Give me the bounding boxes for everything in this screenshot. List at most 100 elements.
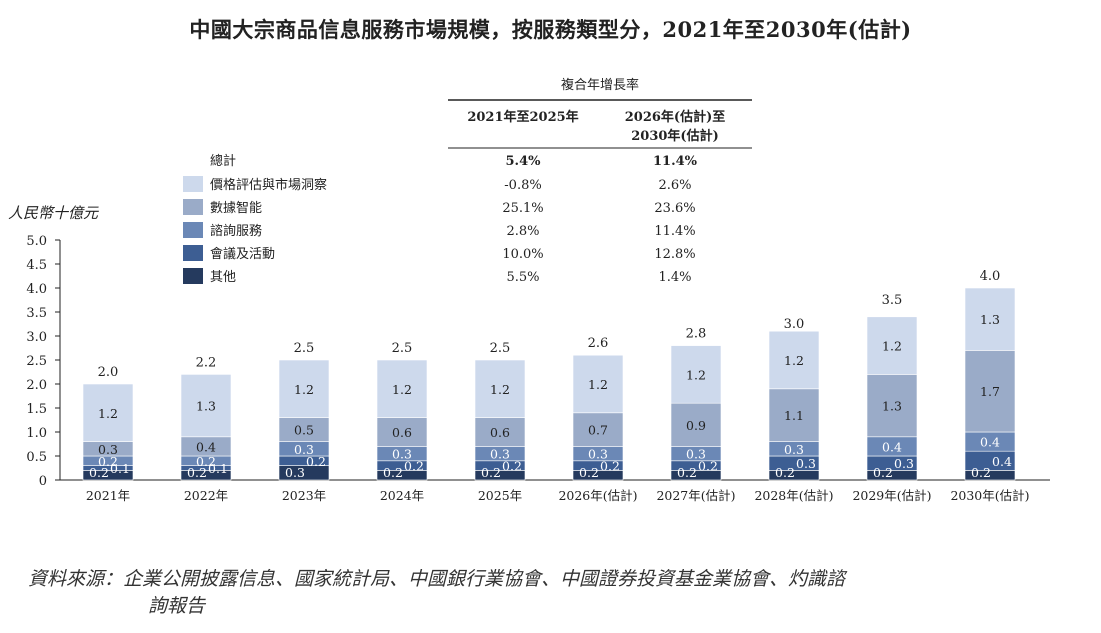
legend: 價格評估與市場洞察 -0.8% 2.6% 數據智能 25.1% 23.6% 諮詢服務 2.8%… <box>183 176 696 285</box>
total-label: 2.6 <box>588 336 609 351</box>
y-tick-label: 1.5 <box>26 402 47 417</box>
total-label: 4.0 <box>980 269 1001 284</box>
data-label: 1.1 <box>784 408 804 423</box>
data-label: 0.2 <box>502 459 522 474</box>
bar-segment <box>670 345 722 404</box>
y-tick-label: 4.5 <box>26 258 47 273</box>
bar-segment <box>376 417 428 447</box>
bar-segment <box>474 359 526 418</box>
bar-segment <box>572 354 624 414</box>
bar-segment <box>964 350 1016 433</box>
bar-segment <box>866 316 918 375</box>
data-label: 0.2 <box>873 465 893 480</box>
data-label: 1.2 <box>686 367 706 382</box>
data-label: 1.3 <box>980 312 1000 327</box>
data-label: 0.2 <box>775 465 795 480</box>
cagr-value: 2.8% <box>506 224 539 239</box>
data-label: 0.5 <box>294 423 314 438</box>
y-tick-label: 4.0 <box>26 282 47 297</box>
x-tick-label: 2030年(估計) <box>950 488 1029 503</box>
cagr-value: 23.6% <box>654 201 695 216</box>
bar-segment <box>964 287 1016 351</box>
data-label: 1.2 <box>294 382 314 397</box>
legend-label: 其他 <box>210 270 236 285</box>
bar-segment <box>376 359 428 418</box>
data-label: 0.2 <box>698 459 718 474</box>
x-tick-label: 2025年 <box>478 488 522 503</box>
x-tick-label: 2026年(估計) <box>558 488 637 503</box>
legend-swatch <box>183 245 203 261</box>
data-label: 0.2 <box>187 465 207 480</box>
bar-segment <box>768 388 820 442</box>
data-label: 0.6 <box>490 425 510 440</box>
cagr-value: 1.4% <box>658 270 691 285</box>
data-label: 0.2 <box>677 465 697 480</box>
x-tick-label: 2028年(估計) <box>754 488 833 503</box>
data-label: 0.2 <box>579 465 599 480</box>
legend-label: 價格評估與市場洞察 <box>210 177 327 193</box>
y-tick-label: 2.0 <box>26 378 47 393</box>
data-label: 0.4 <box>992 454 1012 469</box>
legend-label: 會議及活動 <box>210 247 275 262</box>
data-label: 0.9 <box>686 418 706 433</box>
data-label: 0.1 <box>110 461 130 476</box>
total-label: 3.0 <box>784 317 805 332</box>
x-tick-label: 2022年 <box>184 488 228 503</box>
total-label: 2.5 <box>392 341 413 356</box>
data-label: 0.3 <box>686 447 706 462</box>
data-label: 0.3 <box>796 456 816 471</box>
source-text-line2: 詢報告 <box>148 595 206 617</box>
cagr-value: 5.5% <box>506 270 539 285</box>
bar-segment <box>82 383 134 442</box>
cagr-value: -0.8% <box>504 178 541 193</box>
bar-segment <box>474 417 526 447</box>
bar-segment <box>768 330 820 390</box>
legend-label: 諮詢服務 <box>210 223 262 239</box>
cagr-header: 複合年增長率 <box>561 77 639 93</box>
cagr-period-1: 2021年至2025年 <box>467 109 578 125</box>
data-label: 0.2 <box>196 454 216 469</box>
data-label: 0.3 <box>392 447 412 462</box>
source-text-line1: 企業公開披露信息、國家統計局、中國銀行業協會、中國證券投資基金業協會、灼識諮 <box>123 568 846 590</box>
data-label: 1.2 <box>784 353 804 368</box>
total-label: 2.2 <box>196 355 217 370</box>
bar-segment <box>278 417 330 442</box>
data-label: 0.3 <box>98 442 118 457</box>
data-label: 0.2 <box>600 459 620 474</box>
total-label: 2.0 <box>98 365 119 380</box>
data-label: 0.1 <box>208 461 228 476</box>
data-label: 0.2 <box>306 454 326 469</box>
data-label: 1.3 <box>882 399 902 414</box>
data-label: 0.4 <box>196 439 216 454</box>
cagr-period-2-line2: 2030年(估計) <box>631 128 718 144</box>
data-label: 0.2 <box>971 465 991 480</box>
source-label: 資料來源： <box>28 568 124 590</box>
data-label: 0.4 <box>980 435 1000 450</box>
y-tick-label: 3.0 <box>26 330 47 345</box>
total-label: 2.5 <box>294 341 315 356</box>
data-label: 1.2 <box>392 382 412 397</box>
data-label: 1.2 <box>588 377 608 392</box>
bar-segment <box>572 412 624 447</box>
y-axis-label: 人民幣十億元 <box>8 204 99 222</box>
x-tick-label: 2024年 <box>380 488 424 503</box>
bar-segment <box>180 374 232 438</box>
y-tick-label: 2.5 <box>26 354 47 369</box>
bar-segment <box>866 374 918 438</box>
legend-swatch <box>183 268 203 284</box>
data-label: 0.2 <box>98 454 118 469</box>
x-tick-label: 2023年 <box>282 488 326 503</box>
x-tick-label: 2029年(估計) <box>852 488 931 503</box>
data-label: 0.3 <box>784 442 804 457</box>
data-label: 0.2 <box>383 465 403 480</box>
legend-label: 數據智能 <box>210 201 262 216</box>
y-tick-label: 5.0 <box>26 234 47 249</box>
data-label: 1.2 <box>882 339 902 354</box>
cagr-value: 10.0% <box>502 247 543 262</box>
chart-title: 中國大宗商品信息服務市場規模，按服務類型分，2021年至2030年(估計) <box>189 17 912 42</box>
